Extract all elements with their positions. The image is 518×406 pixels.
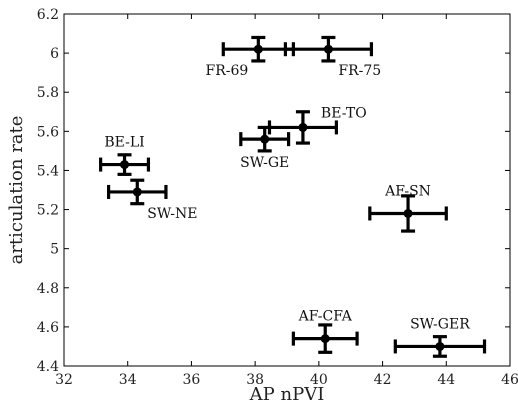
y-tick-label: 5 — [50, 242, 59, 258]
y-tick-label: 5.4 — [37, 163, 59, 179]
data-point-marker — [260, 134, 270, 144]
y-tick-label: 5.8 — [37, 85, 59, 101]
data-point-label: AF-SN — [384, 183, 431, 199]
y-tick-label: 4.6 — [37, 320, 59, 336]
x-tick-label: 42 — [374, 372, 392, 388]
data-point-marker — [320, 334, 330, 344]
x-tick-label: 40 — [310, 372, 328, 388]
data-points: FR-69 FR-75 BE-TO SW-GE BE-LI SW-NE AF-SN AF-CF… — [99, 35, 487, 358]
data-point-group: FR-75 — [283, 35, 381, 79]
data-point-label: BE-LI — [104, 135, 144, 151]
x-tick-label: 36 — [183, 372, 201, 388]
x-tick-label: 34 — [119, 372, 137, 388]
data-point-label: FR-75 — [338, 63, 381, 79]
data-point-label: SW-NE — [147, 206, 197, 222]
data-point-group: SW-GER — [393, 316, 487, 358]
data-point-group: AF-SN — [368, 183, 448, 233]
data-point-marker — [120, 160, 130, 170]
data-point-marker — [435, 341, 445, 351]
x-axis: 32 34 36 38 40 42 44 46 — [55, 14, 518, 388]
data-point-marker — [253, 44, 263, 54]
data-point-label: AF-CFA — [298, 309, 353, 325]
data-point-marker — [323, 44, 333, 54]
data-point-group: BE-LI — [99, 135, 151, 176]
y-tick-label: 4.8 — [37, 281, 59, 297]
x-axis-label: AP nPVI — [249, 384, 325, 405]
y-tick-label: 5.6 — [37, 124, 59, 140]
data-point-marker — [403, 208, 413, 218]
data-point-marker — [132, 187, 142, 197]
y-tick-label: 6.2 — [37, 7, 59, 23]
y-axis: 4.4 4.6 4.8 5 5.2 5.4 5.6 5.8 6 6.2 — [37, 7, 510, 375]
data-point-label: FR-69 — [206, 63, 249, 79]
data-point-group: SW-GE — [239, 125, 291, 171]
data-point-label: SW-GER — [410, 316, 470, 332]
data-point-group: SW-NE — [106, 178, 197, 222]
x-tick-label: 38 — [246, 372, 264, 388]
data-point-label: SW-GE — [240, 155, 289, 171]
data-point-group: FR-69 — [206, 35, 295, 79]
data-point-marker — [298, 122, 308, 132]
y-tick-label: 4.4 — [37, 359, 59, 375]
y-axis-label: articulation rate — [6, 116, 27, 265]
y-tick-label: 6 — [50, 46, 59, 62]
x-tick-label: 44 — [437, 372, 455, 388]
data-point-group: AF-CFA — [291, 309, 359, 354]
y-tick-label: 5.2 — [37, 203, 59, 219]
data-point-label: BE-TO — [321, 105, 367, 121]
plot-area — [63, 13, 511, 367]
x-tick-label: 46 — [501, 372, 518, 388]
x-tick-label: 32 — [55, 372, 73, 388]
